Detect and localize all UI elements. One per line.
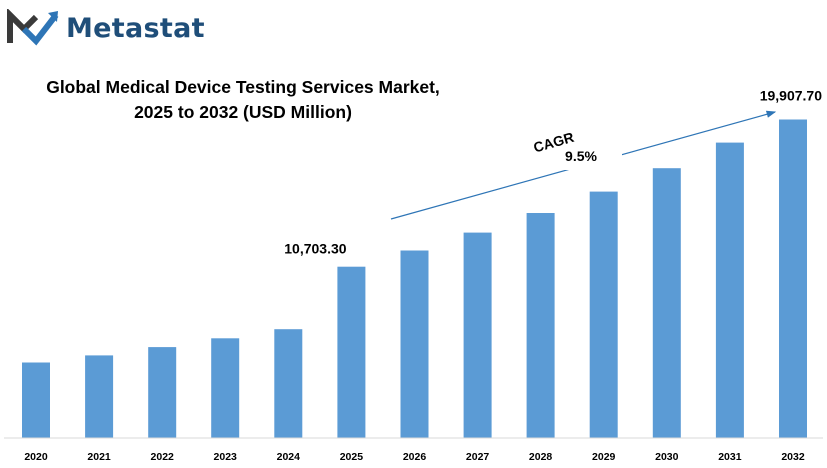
x-tick-2026: 2026 xyxy=(403,451,427,463)
bar-2020 xyxy=(22,362,50,438)
x-tick-2029: 2029 xyxy=(592,451,616,463)
x-tick-2031: 2031 xyxy=(718,451,742,463)
bar-2028 xyxy=(526,213,555,438)
brand-name: Metastat xyxy=(66,12,205,44)
bar-2026 xyxy=(400,250,429,438)
cagr-value: 9.5% xyxy=(565,148,597,164)
metastat-logo-icon xyxy=(7,9,59,46)
value-label-2025: 10,703.30 xyxy=(284,241,346,257)
bar-2027 xyxy=(463,232,492,438)
x-tick-2020: 2020 xyxy=(24,451,48,463)
cagr-label-background xyxy=(530,122,622,170)
bar-2032 xyxy=(779,119,807,438)
value-labels: 10,703.30 19,907.70 xyxy=(284,88,822,257)
x-tick-2022: 2022 xyxy=(151,451,175,463)
x-tick-2023: 2023 xyxy=(214,451,238,463)
bar-2023 xyxy=(211,338,240,438)
value-label-2032: 19,907.70 xyxy=(760,88,822,104)
bar-2024 xyxy=(274,329,303,438)
bar-2029 xyxy=(589,191,618,438)
x-tick-2021: 2021 xyxy=(87,451,111,463)
bar-2025 xyxy=(337,266,366,438)
x-tick-2030: 2030 xyxy=(655,451,679,463)
bar-2031 xyxy=(715,142,744,438)
x-tick-2025: 2025 xyxy=(340,451,364,463)
bars-group xyxy=(22,119,807,438)
x-tick-2024: 2024 xyxy=(277,451,301,463)
chart-title: Global Medical Device Testing Services M… xyxy=(46,77,440,97)
bar-2021 xyxy=(85,355,114,438)
brand-logo: Metastat xyxy=(6,8,205,48)
bar-2022 xyxy=(148,347,177,438)
chart-title-block: Global Medical Device Testing Services M… xyxy=(0,75,486,125)
bar-2030 xyxy=(652,168,681,438)
x-tick-2027: 2027 xyxy=(466,451,490,463)
x-tick-2028: 2028 xyxy=(529,451,553,463)
x-tick-labels: 2020 2021 2022 2023 2024 2025 2026 2027 2028 2029… xyxy=(24,451,805,463)
chart-subtitle: 2025 to 2032 (USD Million) xyxy=(134,102,352,122)
x-tick-2032: 2032 xyxy=(781,451,805,463)
